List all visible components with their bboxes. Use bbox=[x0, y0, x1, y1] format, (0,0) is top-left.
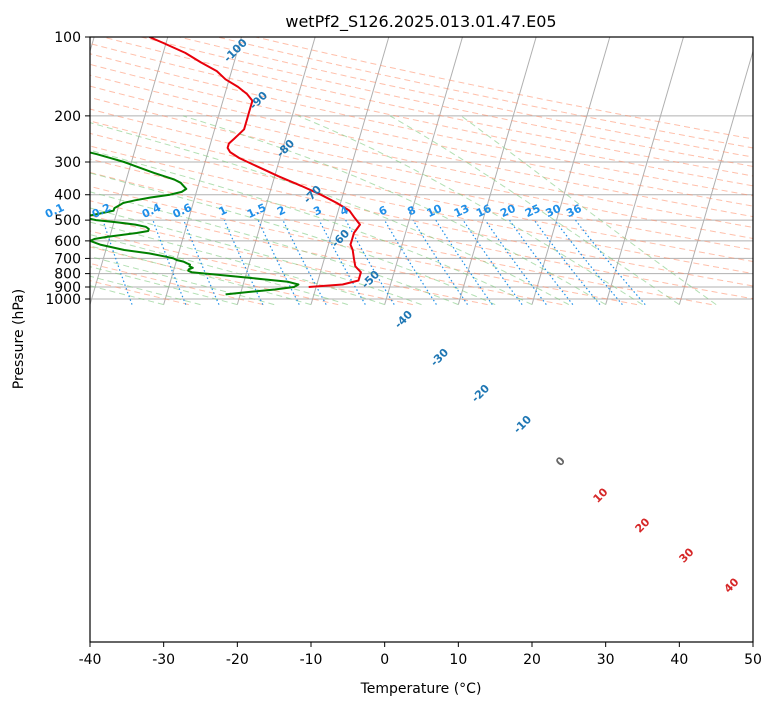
mixing-ratio-line bbox=[554, 219, 623, 305]
y-tick-label: 200 bbox=[54, 109, 81, 125]
isotherm-line bbox=[457, 37, 537, 305]
dry-adiabat-line bbox=[102, 37, 753, 177]
y-tick-label: 1000 bbox=[45, 292, 81, 308]
moist-adiabat-line bbox=[90, 245, 312, 306]
mixing-ratio-line bbox=[533, 219, 601, 305]
x-tick-label: 10 bbox=[449, 652, 467, 668]
y-tick-label: 300 bbox=[54, 155, 81, 171]
grid-layer bbox=[90, 37, 753, 306]
x-tick-label: -40 bbox=[79, 652, 102, 668]
moist-adiabat-line bbox=[90, 191, 459, 306]
moist-adiabat-line bbox=[90, 207, 422, 306]
axes-layer: -40 -30 -20 -10 0 10 20 30 40 50 100 200 300 400 500 60… bbox=[45, 30, 762, 668]
y-tick-label: 400 bbox=[54, 188, 81, 204]
y-tick-label: 800 bbox=[54, 267, 81, 283]
isotherm-line bbox=[678, 49, 753, 305]
dry-adiabat-line bbox=[90, 200, 563, 306]
mixing-ratio-label: 16 bbox=[474, 202, 494, 220]
isotherm-line bbox=[384, 37, 463, 305]
y-tick-label: 600 bbox=[54, 234, 81, 250]
isotherm-line bbox=[605, 37, 684, 305]
series-layer bbox=[90, 37, 362, 296]
mixing-ratio-line bbox=[484, 219, 547, 305]
moist-adiabat-line bbox=[90, 122, 570, 306]
isotherm-line bbox=[90, 37, 169, 305]
mixing-ratio-label: 13 bbox=[452, 202, 471, 220]
y-tick-label: 100 bbox=[54, 30, 81, 46]
x-tick-label: 30 bbox=[597, 652, 615, 668]
mixing-ratio-line bbox=[152, 219, 187, 305]
x-tick-label: -20 bbox=[226, 652, 249, 668]
x-tick-label: 0 bbox=[380, 652, 389, 668]
mixing-ratio-label: 20 bbox=[498, 202, 518, 220]
moist-adiabat-line bbox=[90, 256, 275, 306]
mixing-ratio-label: 36 bbox=[564, 202, 584, 220]
moist-adiabat-line bbox=[182, 115, 606, 306]
dry-adiabat-line bbox=[90, 262, 264, 306]
dry-adiabat-line bbox=[90, 132, 753, 275]
x-tick-label: 20 bbox=[523, 652, 541, 668]
y-tick-label: 700 bbox=[54, 251, 81, 267]
isotherm-line bbox=[236, 37, 316, 305]
mixing-ratio-label: 30 bbox=[544, 202, 564, 220]
dry-adiabat-line bbox=[90, 108, 753, 251]
moist-adiabat-line bbox=[90, 234, 348, 306]
mixing-ratio-label: 25 bbox=[523, 202, 542, 220]
moist-adiabat-line bbox=[389, 115, 680, 306]
moist-adiabat-line bbox=[460, 115, 717, 306]
mixing-ratio-line bbox=[575, 219, 646, 305]
mixing-ratio-line bbox=[257, 219, 300, 305]
y-tick-label: 900 bbox=[54, 280, 81, 296]
dry-adiabat-line bbox=[90, 185, 638, 306]
mixing-ratio-line bbox=[102, 219, 133, 305]
x-tick-label: 40 bbox=[670, 652, 688, 668]
dry-adiabat-line bbox=[90, 85, 753, 228]
dry-adiabat-line bbox=[179, 37, 753, 158]
moist-adiabat-line bbox=[297, 115, 643, 306]
mixing-ratio-line bbox=[509, 219, 574, 305]
chart-title: wetPf2_S126.2025.013.01.47.E05 bbox=[285, 12, 556, 32]
x-tick-label: -10 bbox=[300, 652, 323, 668]
x-axis-title: Temperature (°C) bbox=[360, 681, 482, 697]
isotherm-line bbox=[310, 37, 390, 305]
mixing-ratio-line bbox=[383, 219, 437, 305]
dry-adiabat-line bbox=[90, 53, 753, 197]
y-axis-title: Pressure (hPa) bbox=[11, 289, 27, 389]
dewpoint-profile-line bbox=[90, 151, 300, 296]
mixing-ratio-line bbox=[412, 219, 468, 305]
plot-frame bbox=[89, 36, 754, 643]
x-tick-label: -30 bbox=[152, 652, 175, 668]
dry-adiabat-line bbox=[90, 172, 712, 306]
moist-adiabat-line bbox=[90, 266, 238, 306]
mixing-ratio-line bbox=[435, 219, 493, 305]
mixing-ratio-line bbox=[318, 219, 366, 305]
mixing-ratio-line bbox=[345, 219, 395, 305]
moist-adiabat-line bbox=[90, 221, 385, 306]
mixing-ratio-label: 10 bbox=[425, 202, 445, 220]
mixing-ratio-line bbox=[462, 219, 523, 305]
dry-adiabat-line bbox=[90, 120, 753, 263]
temperature-profile-line bbox=[149, 37, 362, 288]
dry-adiabat-line bbox=[90, 63, 753, 207]
dry-adiabat-line bbox=[90, 215, 488, 306]
x-tick-label: 50 bbox=[744, 652, 762, 668]
y-tick-label: 500 bbox=[54, 213, 81, 229]
